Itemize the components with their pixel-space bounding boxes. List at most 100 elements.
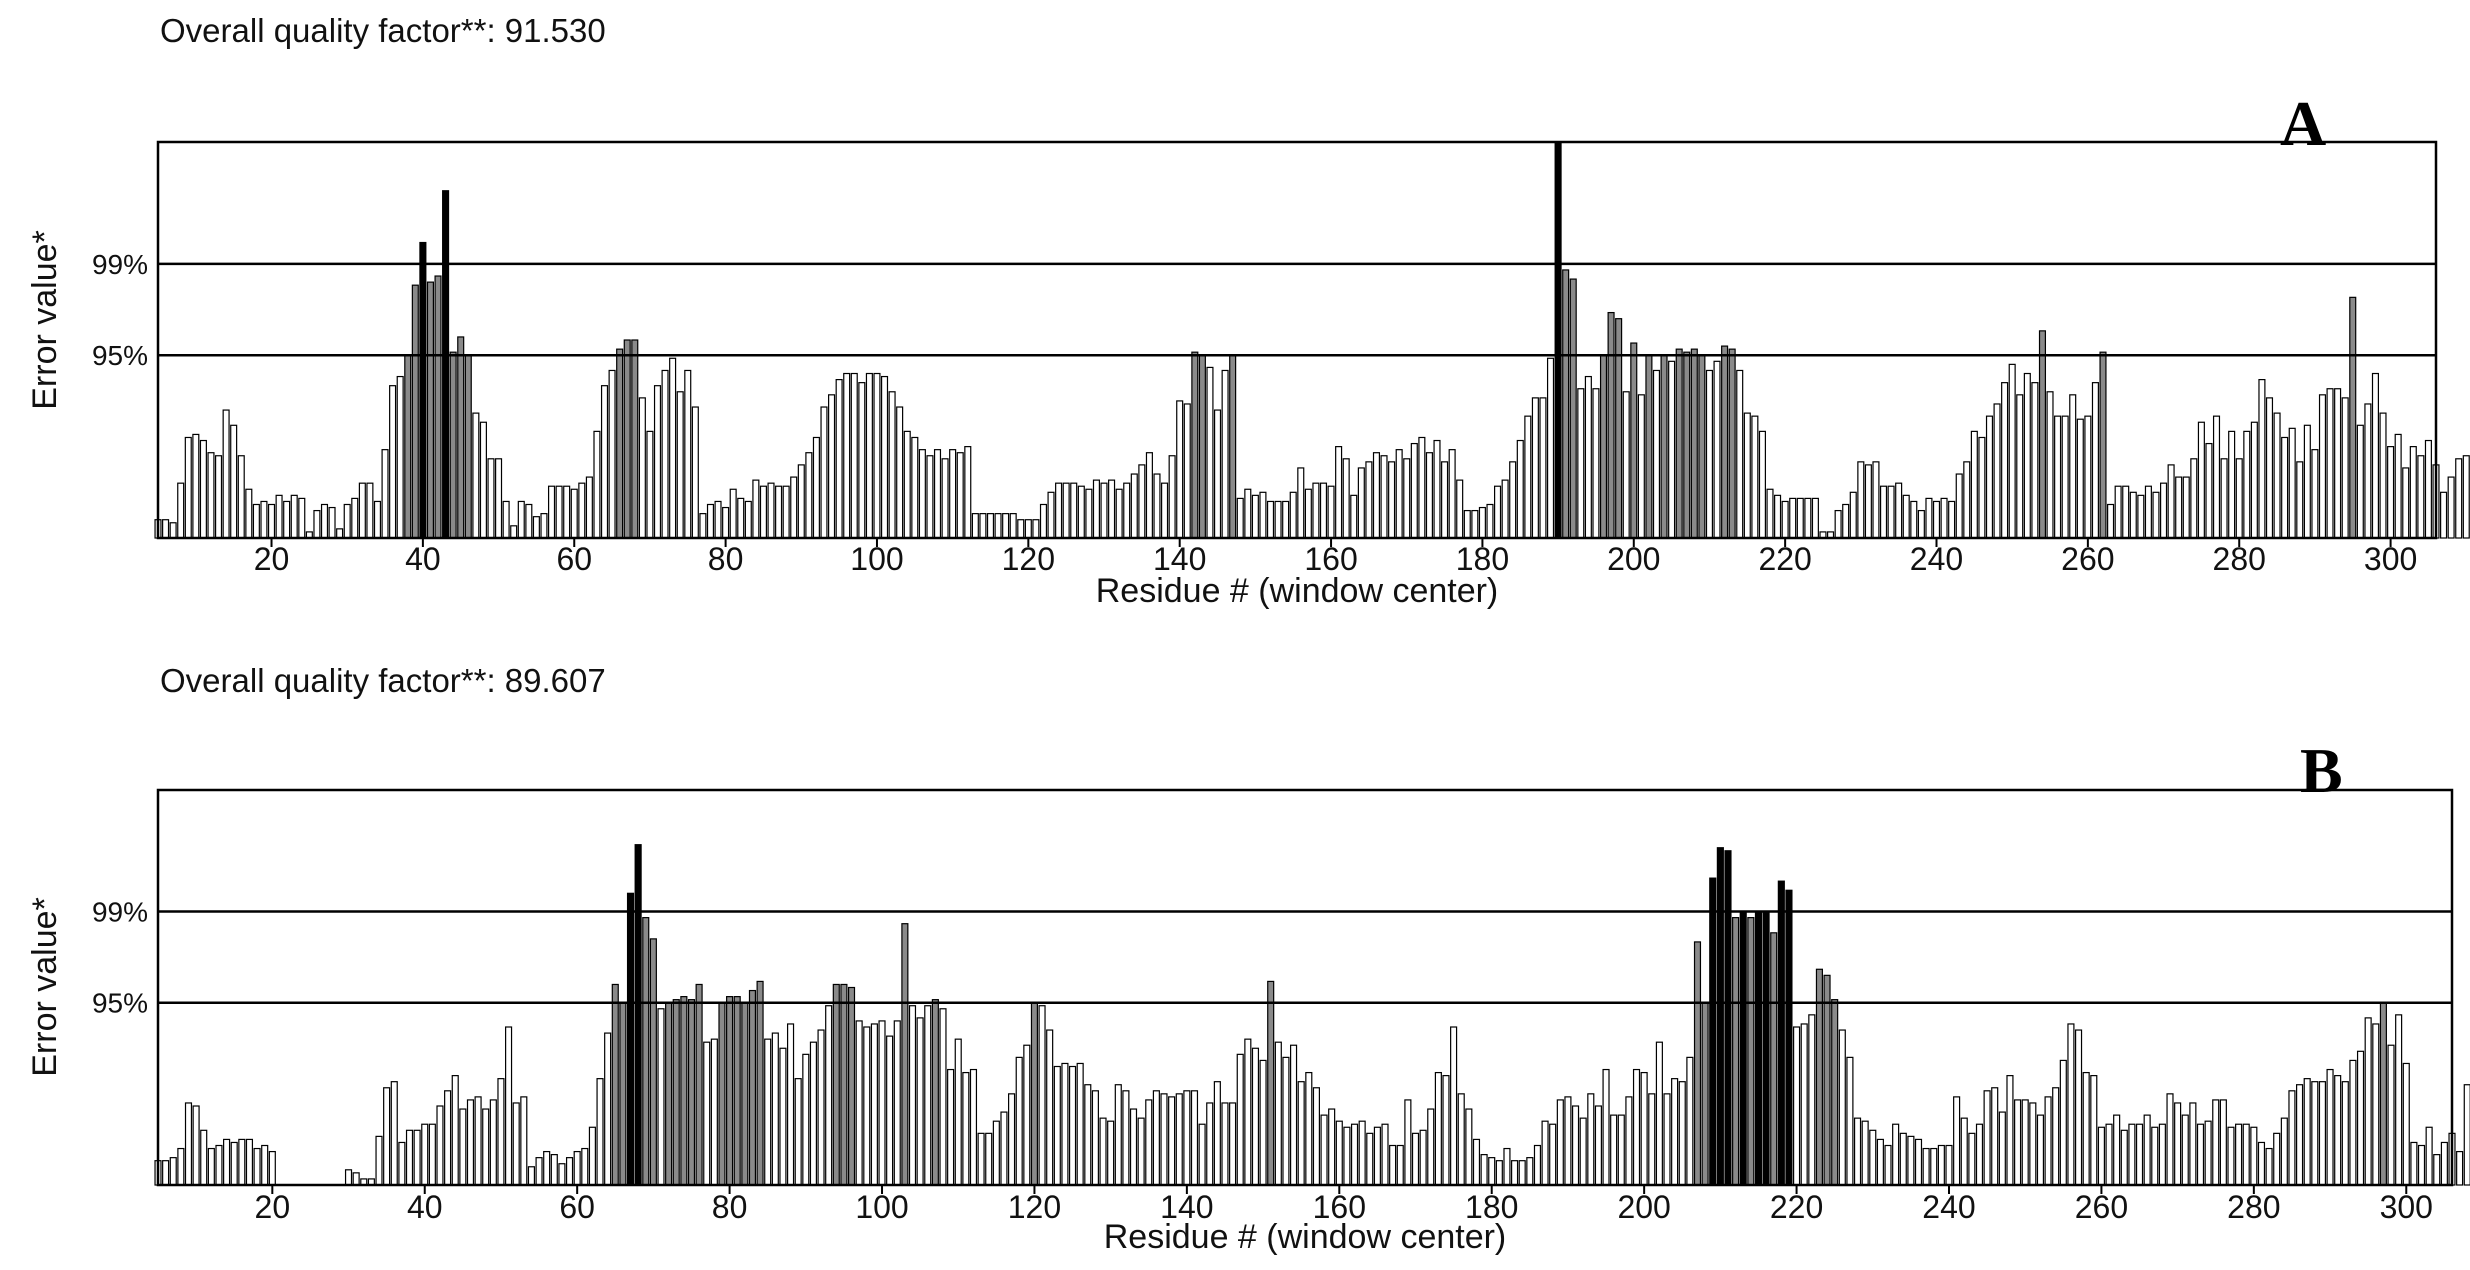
bar-residue-53	[520, 1096, 528, 1186]
bar-residue-77	[703, 1041, 711, 1186]
bar-residue-124	[1055, 482, 1063, 539]
bar-residue-280	[2235, 458, 2243, 539]
bar-residue-274	[2204, 1120, 2212, 1186]
bar-residue-302	[2402, 467, 2410, 539]
bar-residue-239	[1925, 497, 1933, 539]
bar-residue-183	[1501, 479, 1509, 539]
bar-residue-149	[1251, 1047, 1260, 1186]
bar-residue-41	[426, 281, 435, 539]
bar-residue-242	[1948, 500, 1956, 539]
bar-residue-107	[926, 455, 934, 539]
bar-residue-229	[1849, 491, 1857, 539]
bar-residue-146	[1229, 1102, 1237, 1186]
bar-residue-79	[714, 500, 722, 539]
bar-residue-76	[691, 406, 699, 539]
bar-residue-109	[941, 458, 949, 539]
bar-residue-191	[1562, 269, 1570, 539]
bar-residue-206	[1675, 348, 1683, 539]
panel-a-95-label: 95%	[92, 340, 148, 371]
bar-residue-178	[1463, 509, 1471, 539]
bar-residue-150	[1251, 494, 1259, 539]
bar-residue-85	[764, 1038, 772, 1186]
bar-residue-152	[1274, 1041, 1282, 1186]
bar-residue-251	[2029, 1102, 2037, 1186]
bar-residue-14	[223, 1138, 231, 1186]
bar-residue-47	[472, 412, 480, 539]
bar-residue-154	[1289, 1044, 1298, 1186]
bar-residue-67	[626, 892, 635, 1186]
bar-residue-234	[1899, 1132, 1907, 1186]
bar-residue-194	[1594, 1105, 1602, 1186]
bar-residue-156	[1305, 1071, 1313, 1186]
bar-residue-275	[2212, 1099, 2220, 1186]
bar-residue-301	[2394, 433, 2402, 539]
bar-residue-270	[2174, 1102, 2182, 1186]
bar-residue-43	[444, 1090, 452, 1186]
bar-residue-73	[669, 357, 677, 539]
bar-residue-222	[1796, 497, 1804, 539]
bar-residue-97	[855, 1020, 863, 1186]
bar-residue-59	[565, 1157, 574, 1186]
bar-residue-207	[1693, 941, 1702, 1186]
bar-residue-189	[1546, 357, 1555, 539]
bar-residue-39	[413, 1129, 421, 1186]
bar-residue-292	[2341, 1081, 2349, 1186]
bar-residue-266	[2143, 1114, 2151, 1186]
bar-residue-302	[2417, 1144, 2426, 1186]
bar-residue-110	[949, 449, 957, 539]
bar-residue-44	[451, 1075, 459, 1186]
bar-residue-37	[398, 1141, 406, 1186]
bar-residue-201	[1648, 1093, 1656, 1186]
bar-residue-162	[1342, 458, 1350, 539]
x-tick-label-260: 260	[2075, 1189, 2128, 1225]
bar-residue-249	[2001, 382, 2009, 539]
bar-residue-133	[1123, 482, 1131, 539]
bar-residue-88	[786, 1023, 795, 1186]
bar-residue-176	[1448, 449, 1456, 539]
bar-residue-66	[619, 1002, 627, 1186]
bar-residue-131	[1108, 479, 1116, 539]
bar-residue-12	[207, 452, 215, 539]
bar-residue-166	[1372, 452, 1381, 539]
bar-residue-64	[604, 1032, 612, 1186]
bar-residue-130	[1107, 1120, 1115, 1186]
bar-residue-276	[2205, 442, 2213, 539]
panel-b-quality-factor: Overall quality factor**: 89.607	[160, 662, 606, 699]
bar-residue-32	[358, 482, 366, 539]
bar-residue-246	[1991, 1087, 1999, 1186]
bar-residue-160	[1335, 1120, 1343, 1186]
bar-residue-51	[502, 500, 510, 539]
bar-residue-211	[1713, 360, 1721, 539]
x-tick-label-160: 160	[1304, 541, 1357, 577]
bar-residue-233	[1892, 1123, 1900, 1186]
bar-residue-220	[1792, 1026, 1801, 1186]
bar-residue-121	[1038, 1005, 1046, 1186]
bar-residue-263	[2107, 503, 2115, 539]
bar-residue-151	[1259, 491, 1267, 539]
bar-residue-180	[1488, 1157, 1496, 1186]
bar-residue-277	[2227, 1126, 2235, 1186]
bar-residue-237	[1910, 500, 1918, 539]
bar-residue-163	[1358, 1120, 1366, 1186]
bar-residue-284	[2280, 1117, 2288, 1186]
bar-residue-128	[1085, 488, 1093, 539]
bar-residue-215	[1743, 412, 1751, 539]
bar-residue-174	[1442, 1075, 1450, 1186]
bar-residue-249	[2014, 1099, 2022, 1186]
x-tick-label-140: 140	[1160, 1189, 1213, 1225]
bar-residue-34	[375, 1135, 383, 1186]
x-tick-label-60: 60	[559, 1189, 595, 1225]
bar-residue-172	[1427, 1108, 1435, 1186]
panel-a-quality-factor: Overall quality factor**: 91.530	[160, 12, 606, 49]
bar-residue-79	[718, 1002, 726, 1186]
bar-residue-179	[1480, 1154, 1488, 1186]
bar-residue-118	[1009, 513, 1017, 539]
bar-residue-158	[1312, 482, 1320, 539]
bar-residue-253	[2031, 382, 2039, 539]
bar-residue-155	[1289, 491, 1297, 539]
bar-residue-264	[2114, 485, 2122, 539]
bar-residue-62	[585, 476, 593, 539]
bar-residue-148	[1236, 497, 1244, 539]
bar-residue-48	[482, 1108, 490, 1186]
bar-residue-279	[2228, 430, 2236, 539]
